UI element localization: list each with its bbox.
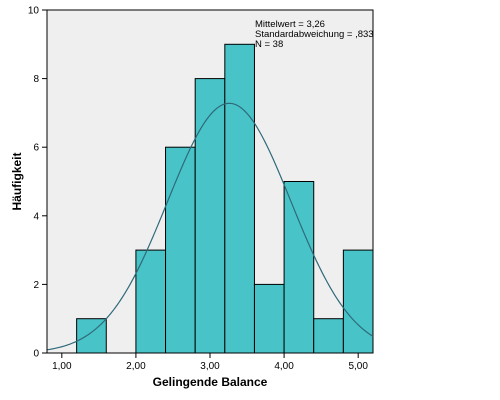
x-tick-label: 1,00 [52,361,72,372]
x-axis-ticks: 1,00 2,00 3,00 4,00 5,00 [52,353,368,372]
stats-line: N = 38 [255,39,283,50]
histogram-bar [135,249,167,354]
x-tick-label: 2,00 [126,361,146,372]
y-tick-label: 8 [33,74,39,85]
histogram-bar [194,78,226,354]
y-tick-label: 2 [33,280,39,291]
y-tick-label: 4 [33,211,39,222]
histogram-bar [283,181,315,354]
stats-line: Standardabweichung = ,833 [255,29,374,40]
y-tick-label: 0 [33,349,39,360]
histogram-bars [76,43,374,354]
histogram-bar [342,249,374,354]
y-tick-label: 10 [28,6,40,17]
histogram-bar [165,146,196,354]
x-tick-label: 3,00 [200,361,220,372]
x-axis-title: Gelingende Balance [153,375,268,389]
x-tick-label: 4,00 [274,361,294,372]
normal-distribution-curve [46,102,374,351]
x-tick-label: 5,00 [348,361,368,372]
histogram-bar [313,318,344,354]
histogram-bar [224,43,255,354]
stats-line: Mittelwert = 3,26 [255,19,325,30]
y-tick-label: 6 [33,143,39,154]
histogram-bar [253,283,285,354]
y-axis-title: Häufigkeit [10,152,24,210]
y-axis-ticks: 0 2 4 6 8 10 [28,6,47,360]
